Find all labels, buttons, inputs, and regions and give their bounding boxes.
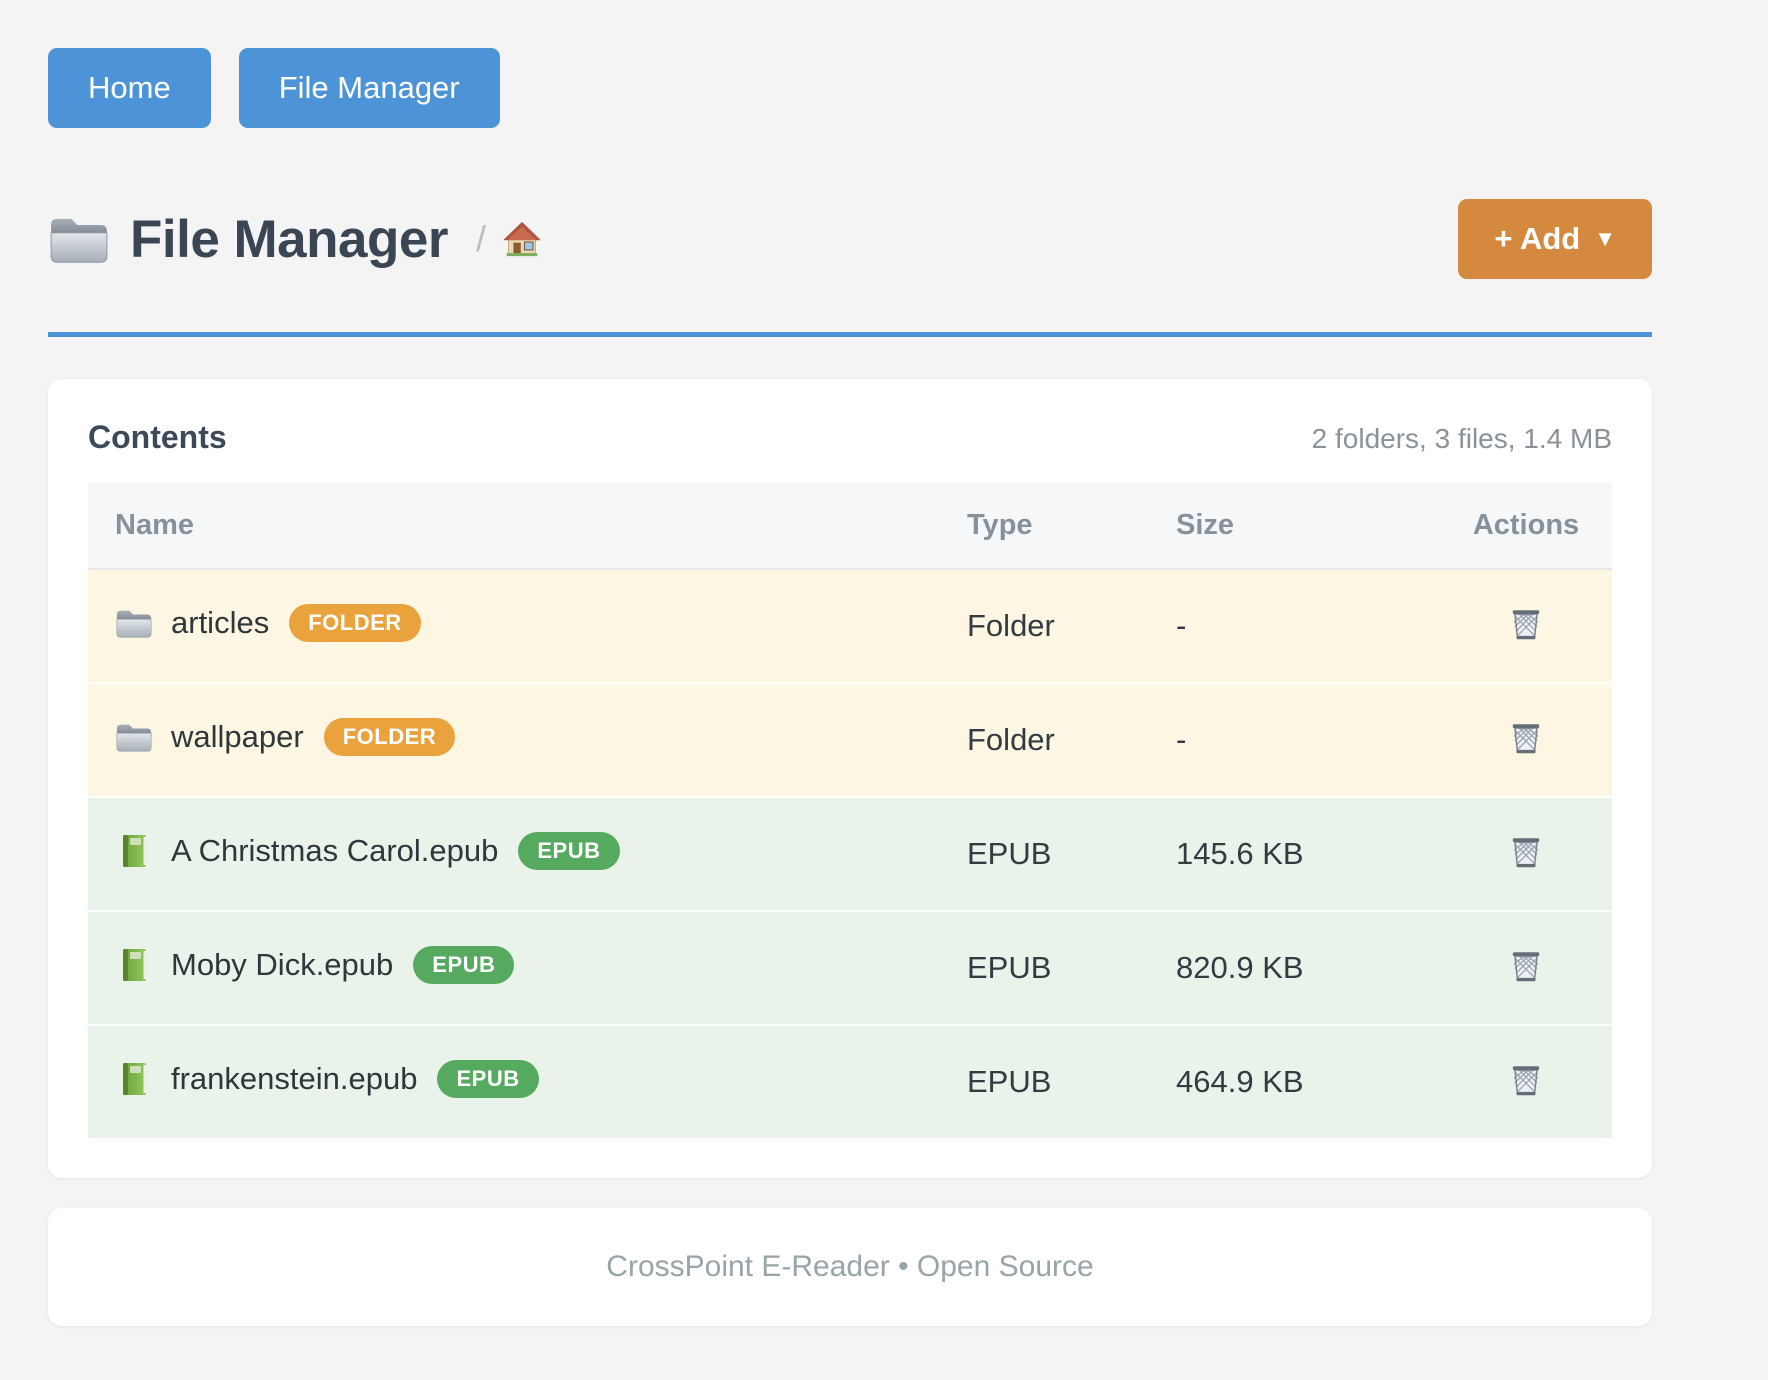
name-cell: frankenstein.epub EPUB: [88, 1025, 940, 1138]
size-cell: -: [1176, 608, 1187, 643]
book-icon: [115, 1061, 153, 1097]
file-manager-button[interactable]: File Manager: [238, 48, 500, 128]
table-row: frankenstein.epub EPUB EPUB 464.9 KB: [88, 1025, 1612, 1138]
add-button[interactable]: + Add ▼: [1458, 199, 1652, 279]
page-container: Home File Manager File Manager / + Add ▼…: [48, 0, 1652, 1326]
type-badge: FOLDER: [323, 717, 456, 756]
footer-text: CrossPoint E-Reader • Open Source: [606, 1250, 1094, 1283]
table-header-row: Name Type Size Actions: [88, 482, 1612, 569]
type-badge: EPUB: [518, 831, 620, 870]
actions-cell: [1440, 797, 1612, 911]
delete-button[interactable]: [1503, 829, 1549, 875]
type-badge: FOLDER: [289, 603, 421, 642]
size-cell: 464.9 KB: [1176, 1064, 1304, 1099]
table-row: A Christmas Carol.epub EPUB EPUB 145.6 K…: [88, 797, 1612, 911]
actions-cell: [1440, 1025, 1612, 1138]
name-cell: A Christmas Carol.epub EPUB: [88, 797, 940, 911]
type-cell: EPUB: [967, 836, 1052, 871]
column-header-name: Name: [115, 508, 194, 541]
contents-card: Contents 2 folders, 3 files, 1.4 MB Name…: [48, 379, 1652, 1178]
trash-icon: [1507, 1061, 1545, 1099]
type-cell: EPUB: [967, 1064, 1052, 1099]
item-name: wallpaper: [171, 718, 304, 754]
table-row: Moby Dick.epub EPUB EPUB 820.9 KB: [88, 911, 1612, 1025]
delete-button[interactable]: [1503, 943, 1549, 989]
table-head: Name Type Size Actions: [88, 482, 1612, 569]
type-badge: EPUB: [413, 945, 515, 984]
chevron-down-icon: ▼: [1594, 226, 1616, 251]
card-title: Contents: [88, 419, 227, 455]
trash-icon: [1507, 719, 1545, 757]
table-row: wallpaper FOLDER Folder -: [88, 683, 1612, 797]
type-badge: EPUB: [437, 1059, 539, 1098]
item-name: articles: [171, 604, 270, 640]
file-table: Name Type Size Actions articles FOLDER: [88, 482, 1612, 1138]
top-navigation: Home File Manager: [48, 0, 1652, 128]
name-cell: Moby Dick.epub EPUB: [88, 911, 940, 1025]
column-header-type: Type: [967, 508, 1033, 541]
home-button[interactable]: Home: [48, 48, 211, 128]
file-link[interactable]: Moby Dick.epub EPUB: [115, 945, 515, 984]
file-link[interactable]: A Christmas Carol.epub EPUB: [115, 831, 620, 870]
contents-summary: 2 folders, 3 files, 1.4 MB: [1311, 423, 1612, 454]
type-cell: EPUB: [967, 950, 1052, 985]
trash-icon: [1507, 833, 1545, 871]
breadcrumb-separator: /: [475, 218, 486, 259]
book-icon: [115, 833, 153, 869]
name-cell: articles FOLDER: [88, 569, 940, 683]
trash-icon: [1507, 947, 1545, 985]
folder-icon: [48, 211, 110, 267]
actions-cell: [1440, 911, 1612, 1025]
title-divider: [48, 332, 1652, 337]
column-header-size: Size: [1176, 508, 1235, 541]
card-header: Contents 2 folders, 3 files, 1.4 MB: [88, 419, 1612, 456]
folder-link[interactable]: wallpaper FOLDER: [115, 717, 456, 756]
book-icon: [115, 947, 153, 983]
delete-button[interactable]: [1503, 715, 1549, 761]
column-header-actions: Actions: [1472, 508, 1580, 541]
actions-cell: [1440, 569, 1612, 683]
delete-button[interactable]: [1503, 601, 1549, 647]
item-name: frankenstein.epub: [171, 1060, 418, 1096]
breadcrumb: /: [476, 217, 544, 261]
actions-cell: [1440, 683, 1612, 797]
type-cell: Folder: [967, 608, 1055, 643]
item-name: Moby Dick.epub: [171, 946, 394, 982]
footer-card: CrossPoint E-Reader • Open Source: [48, 1208, 1652, 1326]
add-button-label: + Add: [1494, 221, 1581, 256]
title-group: File Manager /: [48, 209, 544, 270]
table-row: articles FOLDER Folder -: [88, 569, 1612, 683]
name-cell: wallpaper FOLDER: [88, 683, 940, 797]
folder-link[interactable]: articles FOLDER: [115, 603, 421, 642]
page-header: File Manager / + Add ▼: [48, 194, 1652, 284]
folder-icon: [115, 719, 153, 755]
page-title: File Manager: [130, 209, 448, 269]
size-cell: 145.6 KB: [1176, 836, 1304, 871]
folder-icon: [115, 605, 153, 641]
trash-icon: [1507, 605, 1545, 643]
item-name: A Christmas Carol.epub: [171, 832, 499, 868]
size-cell: 820.9 KB: [1176, 950, 1304, 985]
file-link[interactable]: frankenstein.epub EPUB: [115, 1059, 539, 1098]
table-body: articles FOLDER Folder -: [88, 569, 1612, 1138]
house-icon[interactable]: [500, 217, 544, 261]
size-cell: -: [1176, 722, 1187, 757]
type-cell: Folder: [967, 722, 1055, 757]
delete-button[interactable]: [1503, 1057, 1549, 1103]
